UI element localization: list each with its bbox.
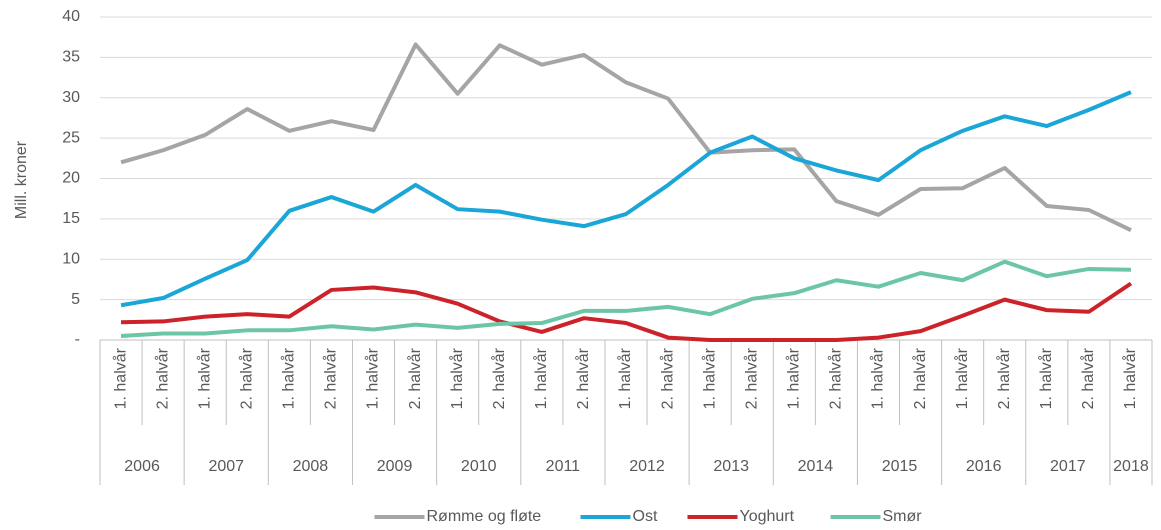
y-tick-label: 20	[62, 170, 80, 187]
x-tick-label: 2. halvår	[406, 347, 424, 409]
legend-label: Smør	[883, 508, 923, 525]
x-tick-label: 2. halvår	[995, 347, 1013, 409]
x-tick-label: 1. halvår	[953, 347, 971, 409]
y-tick-label: 35	[62, 49, 80, 66]
y-tick-label: 30	[62, 89, 80, 106]
x-tick-label: 1. halvår	[785, 347, 803, 409]
x-tick-label: 1. halvår	[195, 347, 213, 409]
y-axis-label: Mill. kroner	[13, 140, 30, 219]
group-label: 2013	[713, 458, 749, 475]
group-label: 2017	[1050, 458, 1086, 475]
x-tick-label: 1. halvår	[364, 347, 382, 409]
x-tick-label: 1. halvår	[448, 347, 466, 409]
legend-label: Rømme og fløte	[427, 508, 542, 525]
y-tick-label: 15	[62, 210, 80, 227]
x-tick-label: 2. halvår	[490, 347, 508, 409]
legend-label: Yoghurt	[740, 508, 795, 525]
x-tick-label: 2. halvår	[237, 347, 255, 409]
legend-label: Ost	[633, 508, 658, 525]
group-label: 2018	[1113, 458, 1149, 475]
line-series	[120, 42, 1132, 232]
x-tick-label: 1. halvår	[1037, 347, 1055, 409]
x-tick-label: 1. halvår	[532, 347, 550, 409]
group-label: 2009	[377, 458, 413, 475]
group-label: 2014	[798, 458, 834, 475]
group-label: 2008	[293, 458, 329, 475]
x-tick-label: 1. halvår	[869, 347, 887, 409]
group-label: 2010	[461, 458, 497, 475]
x-tick-label: 1. halvår	[700, 347, 718, 409]
x-tick-label: 1. halvår	[280, 347, 298, 409]
x-tick-label: 1. halvår	[1121, 347, 1139, 409]
x-tick-label: 2. halvår	[1079, 347, 1097, 409]
x-tick-label: 2. halvår	[153, 347, 171, 409]
x-tick-label: 1. halvår	[616, 347, 634, 409]
x-tick-label: 2. halvår	[742, 347, 760, 409]
group-label: 2012	[629, 458, 665, 475]
line-series	[121, 281, 1133, 342]
x-tick-label: 2. halvår	[658, 347, 676, 409]
x-tick-label: 2. halvår	[322, 347, 340, 409]
y-tick-label: 40	[62, 8, 80, 25]
x-tick-label: 2. halvår	[911, 347, 929, 409]
group-label: 2016	[966, 458, 1002, 475]
x-tick-label: 2. halvår	[574, 347, 592, 409]
x-tick-label: 2. halvår	[827, 347, 845, 409]
y-tick-label: 10	[62, 250, 80, 267]
y-tick-label: 25	[62, 129, 80, 146]
line-series	[120, 259, 1131, 338]
x-tick-label: 1. halvår	[111, 347, 129, 409]
group-label: 2007	[208, 458, 244, 475]
group-label: 2006	[124, 458, 160, 475]
group-label: 2015	[882, 458, 918, 475]
y-tick-label: 5	[71, 291, 80, 308]
y-tick-label: -	[75, 331, 80, 348]
line-series	[120, 90, 1132, 308]
group-label: 2011	[546, 458, 581, 475]
